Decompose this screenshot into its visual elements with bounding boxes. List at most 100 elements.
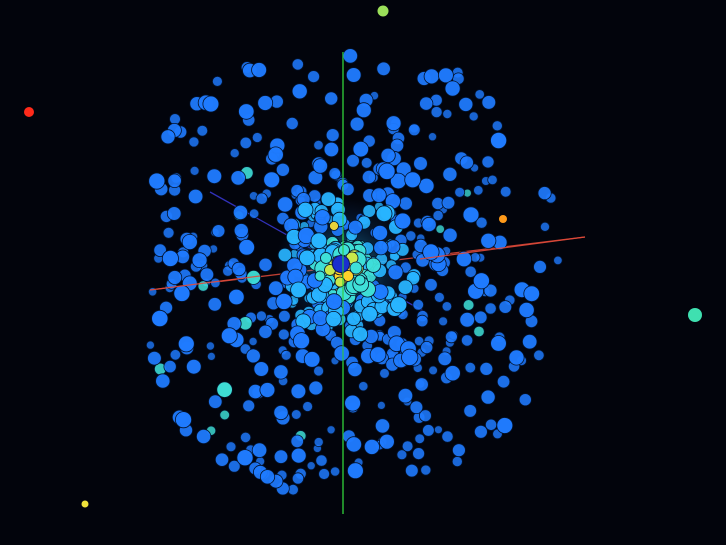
data-point	[344, 394, 362, 412]
data-point	[205, 341, 215, 351]
data-point	[540, 221, 551, 232]
data-point	[290, 281, 307, 299]
data-point	[160, 129, 176, 145]
data-point	[338, 244, 350, 256]
data-point	[333, 345, 350, 362]
data-point	[349, 116, 365, 132]
data-point	[371, 187, 387, 203]
data-point	[211, 76, 223, 87]
data-point	[153, 243, 167, 257]
x-axis-front-left	[149, 275, 261, 291]
data-point	[418, 177, 435, 194]
data-point	[181, 233, 198, 250]
data-point	[409, 400, 424, 415]
point-cloud	[145, 48, 563, 496]
data-point	[444, 330, 458, 344]
data-point	[320, 252, 332, 264]
data-point	[277, 247, 293, 263]
data-point	[320, 191, 337, 207]
data-point	[346, 154, 360, 168]
data-point	[414, 433, 426, 445]
outlier-orange	[499, 215, 507, 223]
data-point	[263, 171, 281, 189]
data-point	[371, 224, 388, 241]
data-point	[236, 449, 254, 467]
data-point	[297, 201, 314, 218]
data-point	[210, 277, 221, 289]
data-point	[354, 274, 366, 286]
data-point	[186, 358, 202, 375]
data-point	[349, 261, 363, 275]
data-point	[412, 447, 426, 461]
data-point	[290, 383, 307, 400]
data-point	[479, 361, 494, 376]
data-point	[314, 270, 326, 282]
data-point	[228, 459, 241, 473]
data-point	[416, 314, 429, 328]
data-point	[145, 340, 155, 350]
data-point	[303, 351, 321, 368]
data-point	[169, 113, 181, 125]
data-point	[326, 425, 336, 435]
data-point	[199, 267, 215, 282]
data-point	[412, 298, 425, 311]
data-point	[375, 205, 393, 223]
data-point	[323, 141, 340, 158]
data-point	[302, 401, 314, 412]
data-point	[484, 302, 497, 315]
data-point	[313, 139, 324, 151]
data-point	[473, 185, 484, 196]
data-point	[147, 350, 162, 366]
data-point	[268, 280, 284, 296]
core-point	[332, 255, 350, 273]
data-point	[421, 216, 437, 233]
data-point	[420, 464, 432, 476]
data-point	[378, 433, 395, 450]
data-point	[238, 239, 256, 256]
data-point	[275, 162, 290, 177]
data-point	[346, 462, 364, 480]
data-point	[278, 309, 291, 323]
data-point	[258, 324, 273, 339]
data-point	[533, 349, 545, 362]
data-point	[329, 221, 339, 231]
data-point	[207, 297, 223, 312]
data-point	[325, 310, 342, 328]
data-point	[325, 128, 340, 143]
data-point	[491, 120, 503, 132]
data-point	[380, 147, 396, 163]
data-point	[312, 158, 329, 174]
data-point	[490, 335, 507, 352]
data-point	[401, 348, 419, 366]
data-point	[508, 349, 525, 366]
data-point	[228, 288, 245, 306]
data-point	[352, 140, 370, 158]
data-point	[454, 186, 466, 198]
data-point	[290, 409, 302, 420]
data-point	[397, 279, 413, 295]
data-point	[458, 96, 474, 112]
data-point	[464, 265, 477, 278]
data-point	[362, 204, 377, 218]
data-point	[523, 285, 540, 303]
data-point	[259, 382, 276, 398]
data-point	[267, 146, 284, 163]
data-point	[173, 284, 191, 302]
data-point	[438, 316, 449, 327]
data-point	[398, 196, 413, 211]
data-point	[390, 296, 408, 314]
data-point	[460, 334, 474, 347]
data-point	[369, 346, 387, 363]
data-point	[418, 409, 432, 423]
data-point	[214, 452, 230, 467]
data-point	[474, 89, 485, 100]
data-point	[285, 117, 299, 131]
data-point	[346, 311, 361, 327]
data-point	[376, 400, 386, 410]
data-point	[219, 409, 231, 421]
data-point	[441, 196, 456, 210]
axes-front	[149, 52, 586, 514]
data-point	[473, 325, 485, 338]
outlier-points	[24, 5, 702, 508]
